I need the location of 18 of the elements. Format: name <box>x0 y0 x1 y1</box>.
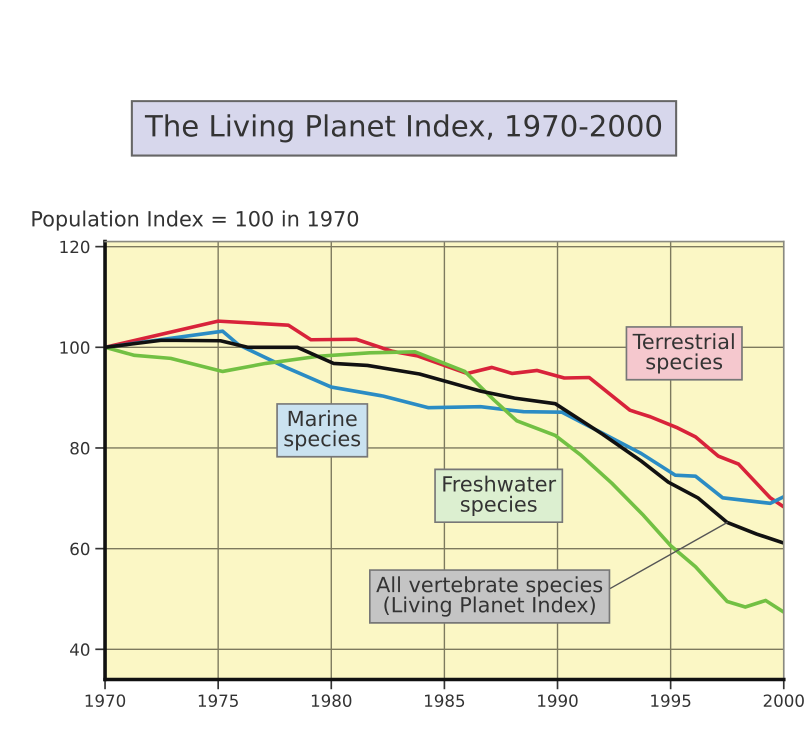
x-tick-label: 1975 <box>198 694 238 707</box>
x-tick-label: 1970 <box>86 694 126 707</box>
y-axis-title: Population Index = 100 in 1970 <box>32 210 358 231</box>
series-label: Freshwater species <box>443 476 556 516</box>
x-tick-label: 1990 <box>538 694 578 707</box>
text: All vertebrate species (Living Planet Index) <box>376 576 602 617</box>
x-tick-label: 1985 <box>425 694 464 707</box>
series-label: Terrestrial species <box>632 333 734 374</box>
y-tick-label: 40 <box>70 643 90 656</box>
chart-title: The Living Planet Index, 1970-2000 <box>144 114 662 142</box>
y-tick-label: 100 <box>60 341 90 354</box>
x-tick-label: 1980 <box>312 694 352 707</box>
y-tick-label: 60 <box>70 542 90 556</box>
x-tick-label: 1995 <box>651 694 690 707</box>
x-tick-label: 2000 <box>764 694 804 707</box>
series-label: Marine species <box>284 410 360 451</box>
y-tick-label: 80 <box>70 442 90 455</box>
y-tick-label: 120 <box>60 240 90 254</box>
